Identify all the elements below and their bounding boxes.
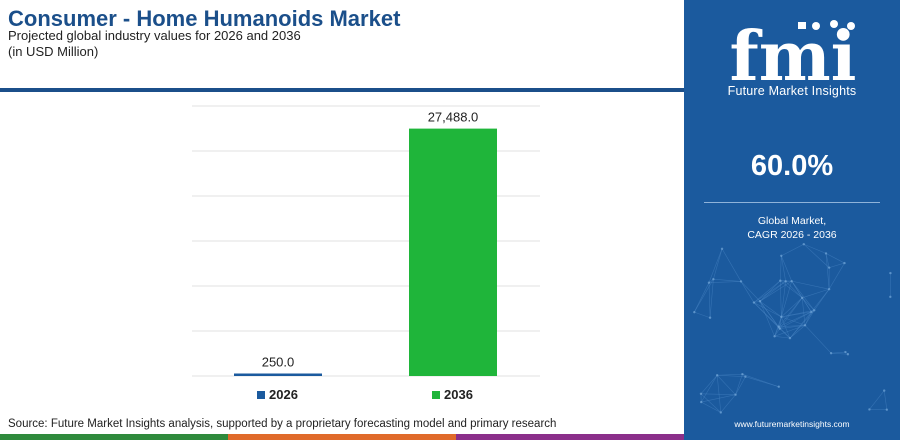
brand-panel: fmi Future Market Insights 60.0% Global … xyxy=(684,0,900,440)
bottom-bar-segment xyxy=(0,434,228,440)
bar-chart: 250.0 2026 27,488.0 2036 xyxy=(192,105,540,402)
bottom-color-bar xyxy=(0,434,684,440)
cagr-value: 60.0% xyxy=(750,150,834,182)
subtitle-line-2: (in USD Million) xyxy=(8,44,99,59)
fmi-logo-text: fmi xyxy=(729,17,856,97)
network-lines xyxy=(693,243,892,414)
page-subtitle: Projected global industry values for 202… xyxy=(8,28,301,60)
logo-icons xyxy=(798,20,855,30)
source-note: Source: Future Market Insights analysis,… xyxy=(8,418,557,430)
logo-globe-icon xyxy=(830,20,838,28)
legend-swatch-2036 xyxy=(432,391,440,399)
data-label-2036: 27,488.0 xyxy=(428,110,479,125)
header-divider xyxy=(0,88,684,92)
brand-name: Future Market Insights xyxy=(727,84,857,98)
cagr-label: Global Market, CAGR 2026 - 2036 xyxy=(684,214,900,242)
logo-map-icon xyxy=(798,22,806,29)
data-label-2026: 250.0 xyxy=(262,355,295,370)
website-url: www.futuremarketinsights.com xyxy=(734,419,850,429)
legend-label-2036: 2036 xyxy=(444,387,473,402)
panel-divider xyxy=(704,202,880,203)
logo-person-icon xyxy=(847,22,855,30)
page-title: Consumer - Home Humanoids Market xyxy=(8,6,401,31)
cagr-label-line-2: CAGR 2026 - 2036 xyxy=(747,229,837,241)
bottom-bar-segment xyxy=(228,434,456,440)
logo-dot-icon xyxy=(812,22,820,30)
network-pattern xyxy=(693,243,892,414)
cagr-label-line-1: Global Market, xyxy=(757,215,827,227)
bottom-bar-segment xyxy=(456,434,684,440)
fmi-logo: fmi xyxy=(729,17,856,97)
bar-2036 xyxy=(409,128,497,376)
legend-label-2026: 2026 xyxy=(269,387,298,402)
subtitle-line-1: Projected global industry values for 202… xyxy=(8,28,301,43)
bar-2026 xyxy=(234,373,322,376)
legend-swatch-2026 xyxy=(257,391,265,399)
